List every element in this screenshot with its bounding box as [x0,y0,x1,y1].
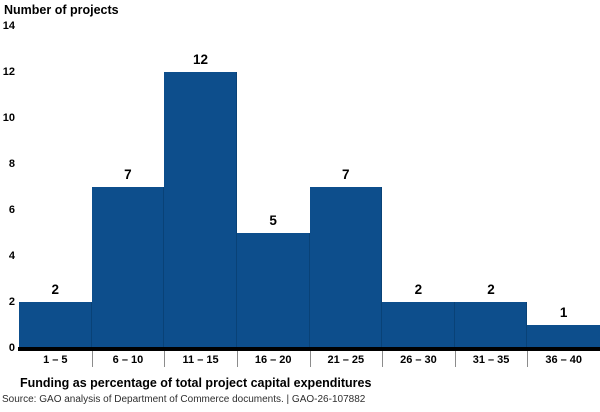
x-tick-label: 6 – 10 [112,354,144,366]
bar-31 – 35 [454,302,528,348]
bar-26 – 30 [382,302,455,348]
x-axis-tick [309,351,311,367]
y-tick-label: 0 [8,342,15,354]
y-tick-label: 12 [2,66,15,78]
source-note: Source: GAO analysis of Department of Co… [2,394,366,405]
y-tick-label: 10 [2,112,15,124]
x-tick-label: 26 – 30 [400,354,437,366]
bar-value-label: 1 [559,305,568,320]
y-tick-label: 4 [8,250,15,262]
bar-6 – 10 [91,187,165,348]
bar-value-label: 2 [487,282,495,297]
bar-11 – 15 [164,72,237,348]
y-tick-label: 8 [8,158,15,170]
bar-21 – 25 [309,187,383,348]
x-axis-tick [164,351,166,367]
y-tick-label: 6 [8,204,15,216]
y-tick-label: 2 [8,296,15,308]
bar-16 – 20 [236,233,310,348]
bar-value-label: 7 [124,167,132,182]
bar-36 – 40 [527,325,600,348]
x-tick-label: 1 – 5 [43,354,68,366]
x-axis-tick [382,351,384,367]
x-axis-tick [236,351,238,367]
x-tick-label: 11 – 15 [182,354,219,366]
bar-1 – 5 [19,302,92,348]
y-tick-label: 14 [2,20,15,32]
x-axis-tick [527,351,529,367]
bar-value-label: 5 [269,213,277,228]
y-axis-title: Number of projects [4,3,119,17]
bar-value-label: 7 [342,167,350,182]
x-axis-tick [454,351,456,367]
x-axis-tick [91,351,93,367]
bar-value-label: 12 [193,52,209,67]
x-axis-title: Funding as percentage of total project c… [20,376,372,390]
x-axis-baseline [18,347,600,351]
x-tick-label: 16 – 20 [254,354,292,366]
x-tick-label: 36 – 40 [545,354,583,366]
bar-value-label: 2 [51,282,60,297]
x-tick-label: 21 – 25 [327,354,365,366]
bar-value-label: 2 [414,282,423,297]
x-tick-label: 31 – 35 [472,354,510,366]
